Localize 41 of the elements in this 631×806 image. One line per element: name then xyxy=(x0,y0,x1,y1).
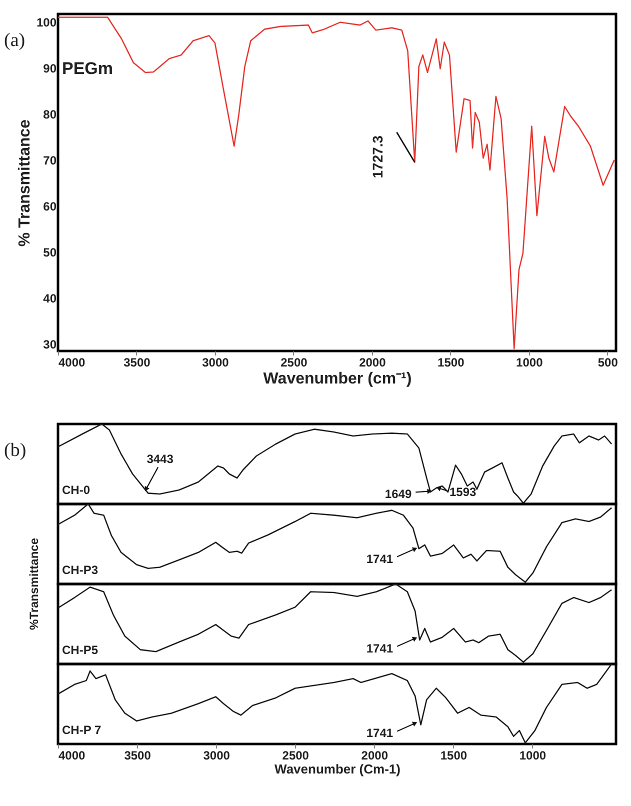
x-tick-label: 1000 xyxy=(519,748,546,762)
y-tick-label: 50 xyxy=(43,246,57,260)
text: (b) xyxy=(4,440,26,461)
x-tick-label: 1000 xyxy=(516,356,544,370)
x-axis-title: Wavenumber (cm⁻¹) xyxy=(263,370,412,388)
y-axis-title: % Transmittance xyxy=(16,119,34,247)
x-tick-label: 1500 xyxy=(440,748,468,762)
x-tick-label: 2500 xyxy=(282,748,310,762)
x-tick-label: 2500 xyxy=(280,356,308,370)
x-tick-label: 3000 xyxy=(203,748,230,762)
x-tick-label: 500 xyxy=(598,356,618,370)
text: CH-P3 xyxy=(62,563,98,577)
x-axis-title: Wavenumber (Cm-1) xyxy=(274,762,400,776)
x-tick-label: 3500 xyxy=(124,748,152,762)
x-tick-label: 3500 xyxy=(124,356,151,370)
series-label: PEGm xyxy=(62,59,114,78)
y-tick-label: 100 xyxy=(36,15,57,30)
text: CH-P5 xyxy=(62,643,98,657)
text: CH-0 xyxy=(62,483,90,497)
text: CH-P 7 xyxy=(62,723,102,737)
annotation: 1727.3 xyxy=(370,135,386,178)
y-axis-title: %Transmittance xyxy=(27,538,41,630)
annotation: 1649 xyxy=(384,487,412,502)
y-tick-label: 70 xyxy=(43,153,57,168)
annotation: 1741 xyxy=(366,641,394,656)
y-tick-label: 30 xyxy=(43,338,57,352)
x-tick-label: 1500 xyxy=(438,356,465,370)
x-tick-label: 3000 xyxy=(202,356,230,370)
annotation: 1741 xyxy=(366,726,394,740)
x-tick-label: 4000 xyxy=(58,748,86,762)
y-tick-label: 40 xyxy=(43,292,57,306)
annotation: 3443 xyxy=(146,452,174,466)
annotation: 1741 xyxy=(366,552,394,566)
x-tick-label: 2000 xyxy=(359,356,386,370)
y-tick-label: 80 xyxy=(43,107,57,122)
y-tick-label: 60 xyxy=(43,199,57,214)
x-tick-label: 2000 xyxy=(361,748,388,762)
y-tick-label: 90 xyxy=(43,61,57,76)
annotation: 1593 xyxy=(449,485,477,499)
text: (a) xyxy=(4,30,26,51)
x-tick-label: 4000 xyxy=(58,356,86,370)
